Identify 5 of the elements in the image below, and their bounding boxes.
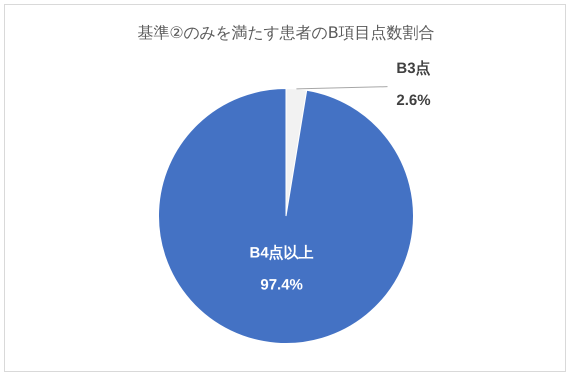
slice-label: B4点以上 (250, 244, 314, 262)
data-label: 2.6% (396, 92, 431, 109)
data-label: 97.4% (260, 276, 303, 294)
slice-label: B3点 (396, 60, 431, 77)
chart-title: 基準②のみを満たす患者のB項目点数割合 (137, 23, 435, 42)
